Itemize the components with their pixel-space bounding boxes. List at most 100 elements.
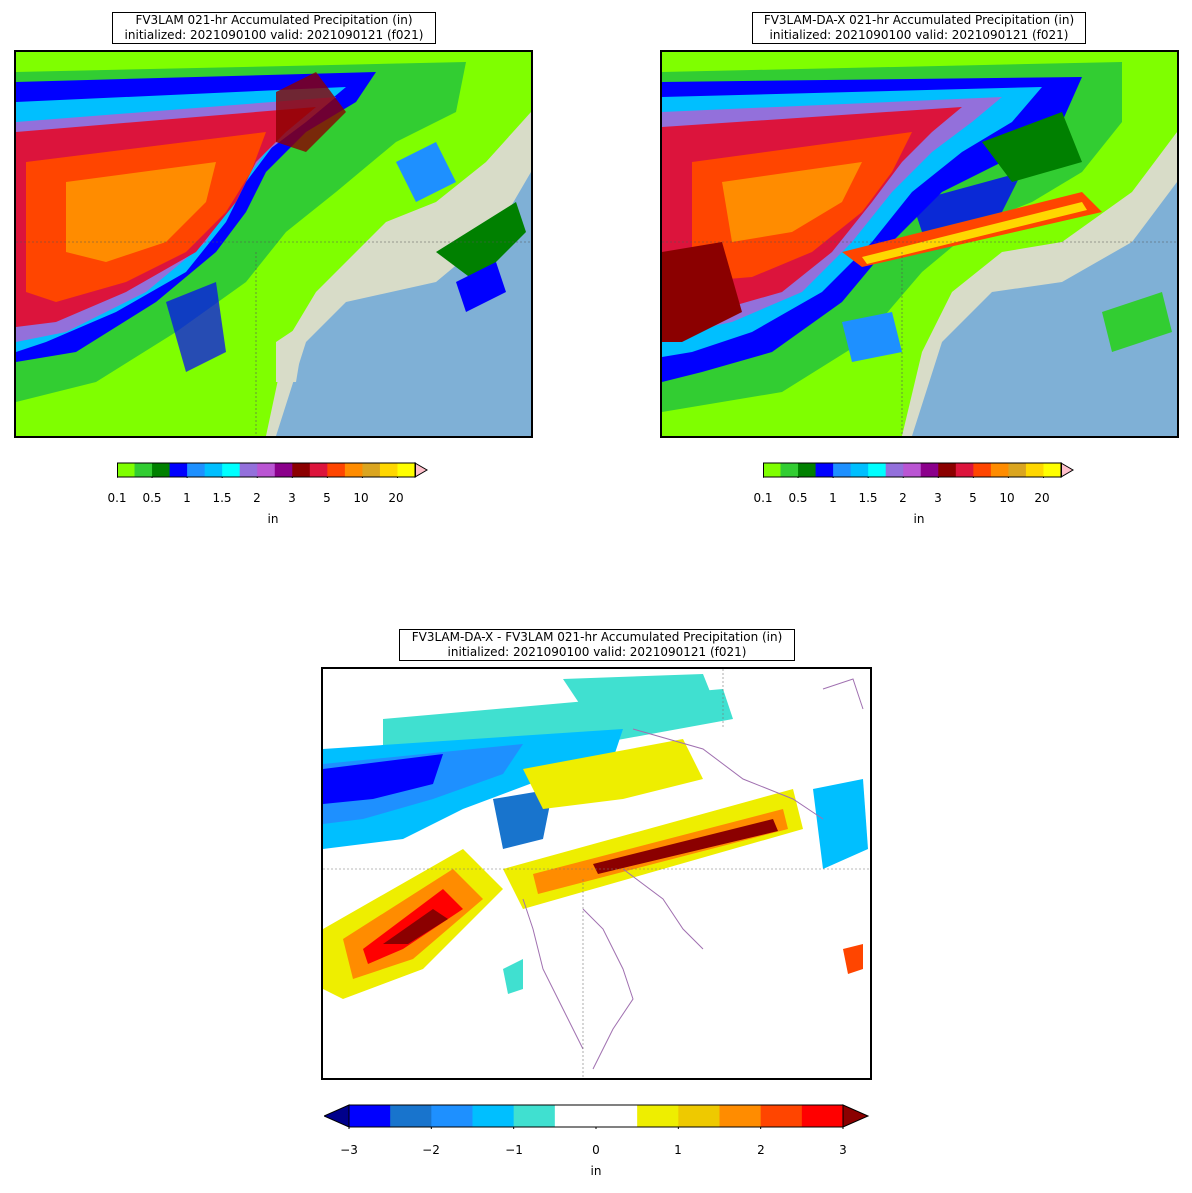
right-tick-label: 1 xyxy=(829,491,837,505)
left-precip-map xyxy=(14,50,533,438)
diff-colorbar xyxy=(322,1103,870,1129)
diff-panel-title: FV3LAM-DA-X - FV3LAM 021-hr Accumulated … xyxy=(399,629,795,661)
right-colorbar-svg xyxy=(762,462,1074,478)
colorbar-swatch xyxy=(152,463,171,477)
right-title-line2: initialized: 2021090100 valid: 202109012… xyxy=(769,28,1069,42)
left-title-line2: initialized: 2021090100 valid: 202109012… xyxy=(124,28,424,42)
diff-map-canvas xyxy=(323,669,870,1078)
left-colorbar-svg xyxy=(116,462,428,478)
colorbar-swatch xyxy=(955,463,974,477)
left-tick-label: 0.1 xyxy=(107,491,127,505)
colorbar-swatch xyxy=(596,1105,638,1127)
right-tick-label: 10 xyxy=(999,491,1015,505)
colorbar-swatch xyxy=(222,463,241,477)
right-colorbar-unit: in xyxy=(913,512,925,526)
colorbar-swatch xyxy=(719,1105,762,1127)
colorbar-swatch xyxy=(239,463,258,477)
left-tick-label: 0.5 xyxy=(142,491,162,505)
diff-colorbar-ticks: −3 −2 −1 0 1 2 3 xyxy=(340,1143,849,1159)
colorbar-swatch xyxy=(973,463,992,477)
left-title-line1: FV3LAM 021-hr Accumulated Precipitation … xyxy=(135,13,413,27)
colorbar-swatch xyxy=(390,1105,432,1127)
colorbar-extend-arrow xyxy=(414,462,428,478)
left-colorbar-unit: in xyxy=(267,512,279,526)
diff-title-line1: FV3LAM-DA-X - FV3LAM 021-hr Accumulated … xyxy=(411,630,783,644)
colorbar-extend-arrow xyxy=(1060,462,1074,478)
colorbar-swatch xyxy=(920,463,939,477)
diff-title-line2: initialized: 2021090100 valid: 202109012… xyxy=(447,645,747,659)
diff-tick-label: −3 xyxy=(340,1143,358,1157)
right-tick-label: 20 xyxy=(1034,491,1050,505)
left-precip-colorbar xyxy=(116,462,429,478)
diff-tick-label: 0 xyxy=(592,1143,600,1157)
colorbar-swatch xyxy=(637,1105,679,1127)
right-precip-colorbar xyxy=(762,462,1075,478)
colorbar-swatch xyxy=(472,1105,515,1127)
diff-tick-label: 2 xyxy=(757,1143,765,1157)
colorbar-swatch xyxy=(513,1105,556,1127)
colorbar-swatch xyxy=(327,463,346,477)
colorbar-swatch xyxy=(760,1105,803,1127)
diff-tick-label: −1 xyxy=(505,1143,523,1157)
colorbar-swatch xyxy=(763,463,782,477)
colorbar-swatch xyxy=(362,463,381,477)
diff-tick-label: 3 xyxy=(839,1143,847,1157)
diff-colorbar-unit: in xyxy=(590,1164,602,1178)
colorbar-swatch xyxy=(431,1105,473,1127)
colorbar-over-arrow xyxy=(842,1104,870,1128)
right-title-line1: FV3LAM-DA-X 021-hr Accumulated Precipita… xyxy=(763,13,1075,27)
colorbar-swatch xyxy=(678,1105,720,1127)
diff-precip-map xyxy=(321,667,872,1080)
colorbar-swatch xyxy=(798,463,817,477)
colorbar-swatch xyxy=(274,463,293,477)
right-panel-title: FV3LAM-DA-X 021-hr Accumulated Precipita… xyxy=(752,12,1086,44)
left-map-canvas xyxy=(16,52,531,436)
colorbar-swatch xyxy=(885,463,904,477)
colorbar-swatch xyxy=(1025,463,1044,477)
right-tick-label: 0.5 xyxy=(788,491,808,505)
colorbar-swatch xyxy=(990,463,1009,477)
colorbar-swatch xyxy=(554,1105,597,1127)
colorbar-swatch xyxy=(397,463,416,477)
left-tick-label: 10 xyxy=(353,491,369,505)
right-tick-label: 1.5 xyxy=(858,491,878,505)
colorbar-swatch xyxy=(169,463,188,477)
left-tick-label: 20 xyxy=(388,491,404,505)
left-colorbar-ticks: 0.1 0.5 1 1.5 2 3 5 10 20 xyxy=(107,491,417,507)
colorbar-swatch xyxy=(833,463,852,477)
colorbar-swatch xyxy=(344,463,363,477)
colorbar-swatch xyxy=(868,463,887,477)
diff-tick-label: 1 xyxy=(674,1143,682,1157)
colorbar-swatch xyxy=(117,463,136,477)
left-panel-title: FV3LAM 021-hr Accumulated Precipitation … xyxy=(112,12,436,44)
right-tick-label: 0.1 xyxy=(753,491,773,505)
right-precip-map xyxy=(660,50,1179,438)
colorbar-swatch xyxy=(815,463,834,477)
left-tick-label: 1 xyxy=(183,491,191,505)
colorbar-swatch xyxy=(903,463,922,477)
right-tick-label: 3 xyxy=(934,491,942,505)
left-tick-label: 3 xyxy=(288,491,296,505)
diff-tick-label: −2 xyxy=(422,1143,440,1157)
right-tick-label: 2 xyxy=(899,491,907,505)
colorbar-swatch xyxy=(850,463,869,477)
left-tick-label: 5 xyxy=(323,491,331,505)
colorbar-swatch xyxy=(801,1105,844,1127)
colorbar-swatch xyxy=(257,463,276,477)
left-tick-label: 1.5 xyxy=(212,491,232,505)
left-tick-label: 2 xyxy=(253,491,261,505)
colorbar-swatch xyxy=(134,463,153,477)
right-colorbar-ticks: 0.1 0.5 1 1.5 2 3 5 10 20 xyxy=(753,491,1063,507)
diff-colorbar-svg xyxy=(322,1104,870,1129)
colorbar-swatch xyxy=(1008,463,1027,477)
colorbar-swatch xyxy=(349,1105,391,1127)
colorbar-under-arrow xyxy=(322,1104,350,1128)
colorbar-swatch xyxy=(204,463,223,477)
colorbar-swatch xyxy=(292,463,311,477)
right-tick-label: 5 xyxy=(969,491,977,505)
colorbar-swatch xyxy=(938,463,957,477)
colorbar-swatch xyxy=(780,463,799,477)
colorbar-swatch xyxy=(1043,463,1062,477)
right-map-canvas xyxy=(662,52,1177,436)
colorbar-swatch xyxy=(187,463,206,477)
